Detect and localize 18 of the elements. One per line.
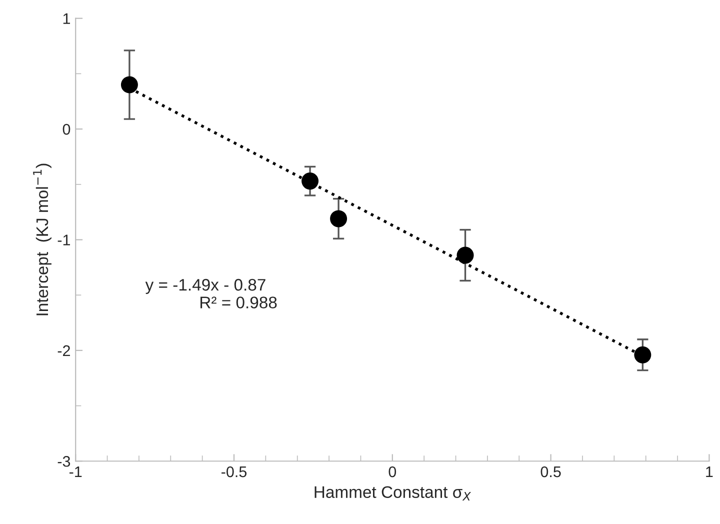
point [330,210,348,228]
x-tick-label: 0 [388,466,396,478]
point [456,246,474,264]
point [302,172,319,190]
x-tick-label: 0.5 [540,466,561,478]
point [120,76,138,94]
x-axis-title: Hammet Constant σ$_{X}$ [314,486,471,501]
y-axis-title: Intercept (KJ mol$^{−1}$) [33,164,52,316]
x-tick-label: -0.5 [222,466,247,478]
y-tick-label: 1 [63,13,70,24]
y-tick-label: -3 [58,456,70,467]
point [634,346,652,364]
y-tick-label: -2 [58,345,70,356]
annotation: R² = 0.988 [200,296,277,308]
x-tick-label: 1 [706,466,713,478]
y-tick-label: -1 [58,234,70,246]
annotation: y = -1.49x - 0.87 [145,278,266,294]
y-tick-label: 0 [62,124,70,135]
